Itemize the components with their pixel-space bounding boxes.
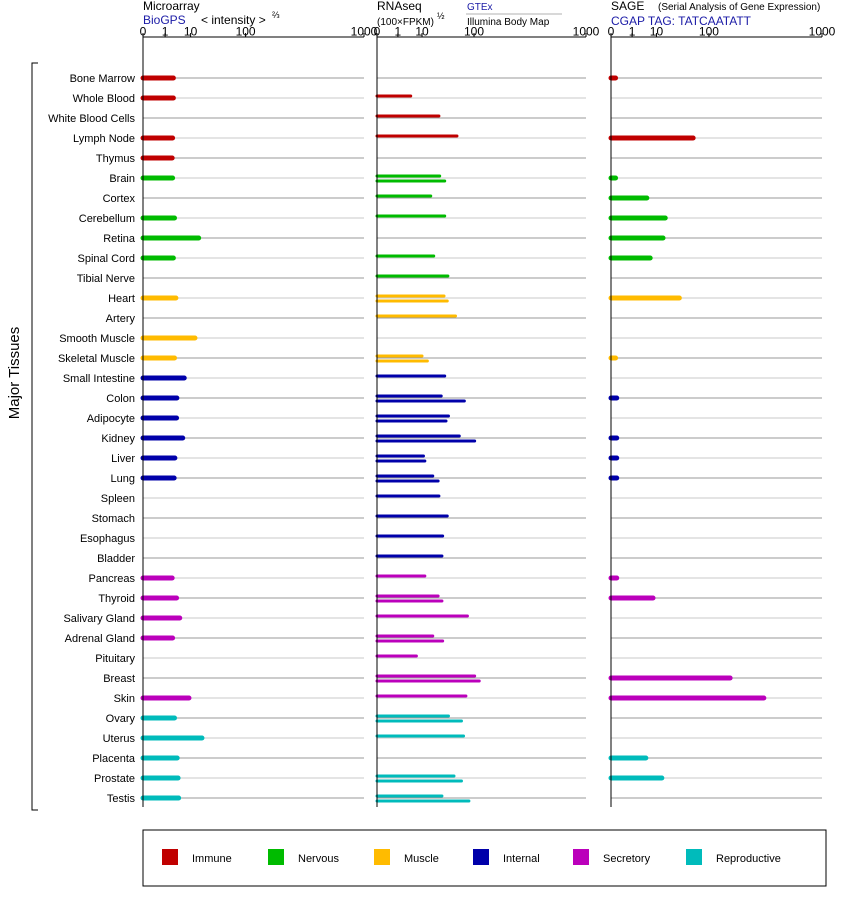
legend-label: Nervous <box>298 853 339 865</box>
tissue-label: Whole Blood <box>73 93 135 105</box>
panel-note: (Serial Analysis of Gene Expression) <box>658 2 820 13</box>
tissue-label: Pancreas <box>89 573 136 585</box>
tissue-label: Thymus <box>96 153 136 165</box>
axis-tick-label: 1000 <box>809 25 836 39</box>
panel-title: RNAseq <box>377 0 422 13</box>
legend-swatch <box>162 849 178 865</box>
panel-note: < intensity > <box>201 13 266 27</box>
axis-tick-label: 1000 <box>573 25 600 39</box>
tissue-label: Spleen <box>101 493 135 505</box>
grid-lines <box>143 77 822 799</box>
source-secondary: Illumina Body Map <box>467 17 550 28</box>
tissue-label: Kidney <box>101 433 135 445</box>
axis-tick-label: 10 <box>184 25 198 39</box>
legend-label: Internal <box>503 853 540 865</box>
legend-label: Immune <box>192 853 232 865</box>
y-axis-title: Major Tissues <box>6 327 23 420</box>
tissue-label: Artery <box>106 313 136 325</box>
axis-tick-label: 0 <box>374 25 381 39</box>
tissue-label: Breast <box>103 673 135 685</box>
tissue-label: Cerebellum <box>79 213 135 225</box>
tissue-label: Stomach <box>92 513 135 525</box>
tissue-label: Bladder <box>97 553 135 565</box>
tissue-label: Tibial Nerve <box>77 273 135 285</box>
tissue-label: Pituitary <box>95 653 135 665</box>
tissue-label: Esophagus <box>80 533 136 545</box>
axis-tick-label: 0 <box>140 25 147 39</box>
tissue-label: Prostate <box>94 773 135 785</box>
tissue-label: Lymph Node <box>73 133 135 145</box>
panel-title: SAGE <box>611 0 644 13</box>
axis-tick-label: 100 <box>464 25 484 39</box>
tissue-label: Ovary <box>106 713 136 725</box>
legend-swatch <box>686 849 702 865</box>
panel-subtitle: BioGPS <box>143 13 186 27</box>
panel-subtitle: CGAP TAG: TATCAATATT <box>611 14 752 28</box>
tissue-label: Small Intestine <box>63 373 135 385</box>
tissue-label: Adrenal Gland <box>65 633 135 645</box>
tissue-label: Spinal Cord <box>78 253 135 265</box>
tissue-label: Adipocyte <box>87 413 135 425</box>
tissue-bracket <box>31 62 38 811</box>
axis-tick-label: 1 <box>162 25 169 39</box>
legend-label: Reproductive <box>716 853 781 865</box>
source-primary: GTEx <box>467 2 493 13</box>
tissue-label: Retina <box>103 233 136 245</box>
axis-tick-label: 100 <box>236 25 256 39</box>
axis-tick-label: 1 <box>395 25 402 39</box>
tissue-label: White Blood Cells <box>48 113 135 125</box>
axis-tick-label: 100 <box>699 25 719 39</box>
tissue-label: Colon <box>106 393 135 405</box>
legend-swatch <box>268 849 284 865</box>
tissue-label: Placenta <box>92 753 136 765</box>
legend: Immune Nervous Muscle Internal Secretory Repr… <box>142 829 827 887</box>
tissue-label: Thyroid <box>98 593 135 605</box>
expression-bars <box>140 75 767 803</box>
tissue-label: Testis <box>107 793 136 805</box>
tissue-label: Cortex <box>103 193 136 205</box>
panel-title: Microarray <box>143 0 200 13</box>
tissue-label: Skeletal Muscle <box>58 353 135 365</box>
tissue-label: Smooth Muscle <box>59 333 135 345</box>
panel-note-exponent: ⅔ <box>272 10 280 20</box>
tissue-label: Liver <box>111 453 135 465</box>
tissue-label: Lung <box>111 473 135 485</box>
axis-tick-label: 10 <box>650 25 664 39</box>
legend-label: Muscle <box>404 853 439 865</box>
panel-subtitle: (100×FPKM) <box>377 17 434 28</box>
panel-note-exponent: ½ <box>437 11 445 21</box>
tissue-label: Uterus <box>103 733 136 745</box>
axis-tick-label: 1000 <box>351 25 378 39</box>
tissue-labels: Bone Marrow Whole Blood White Blood Cells L… <box>31 62 136 811</box>
axis-tick-label: 1 <box>629 25 636 39</box>
legend-label: Secretory <box>603 853 651 865</box>
axis-tick-label: 0 <box>608 25 615 39</box>
tissue-label: Salivary Gland <box>63 613 135 625</box>
axis-tick-label: 10 <box>415 25 429 39</box>
tissue-label: Brain <box>109 173 135 185</box>
tissue-label: Bone Marrow <box>70 73 135 85</box>
legend-swatch <box>473 849 489 865</box>
tissue-label: Skin <box>114 693 135 705</box>
legend-swatch <box>573 849 589 865</box>
tissue-label: Heart <box>108 293 135 305</box>
legend-swatch <box>374 849 390 865</box>
